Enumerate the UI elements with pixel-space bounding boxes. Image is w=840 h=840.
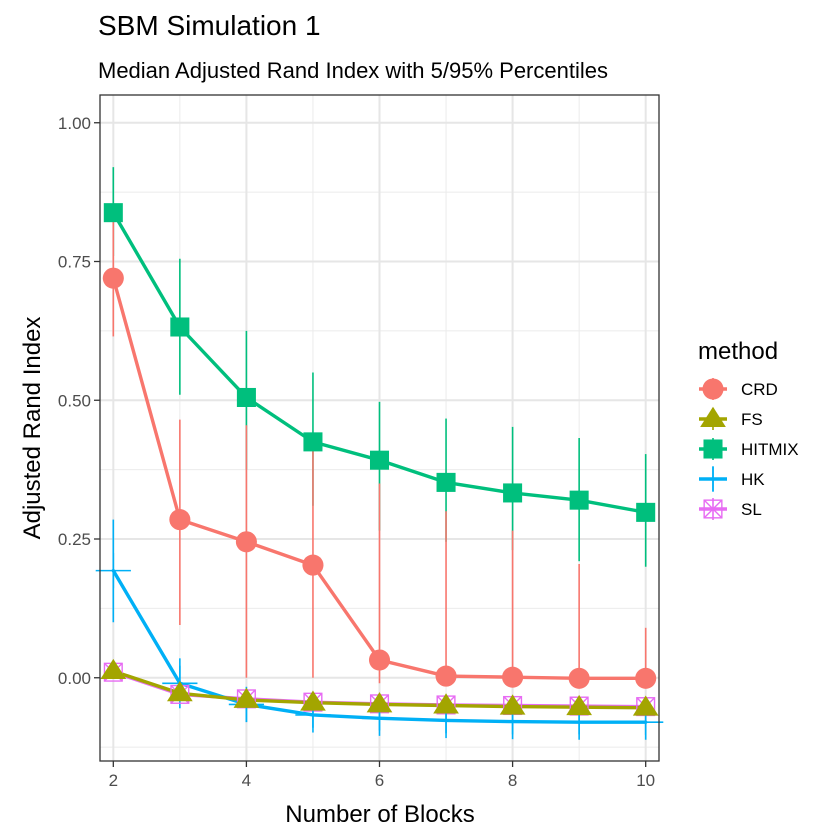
hitmix-point	[369, 450, 390, 470]
legend-sl-symbol-box	[703, 499, 723, 519]
hk-point	[95, 553, 131, 589]
legend-hk-symbol	[700, 466, 726, 492]
legend-crd-label: CRD	[741, 380, 778, 399]
hitmix-point	[236, 387, 256, 407]
y-axis-title: Adjusted Rand Index	[19, 317, 46, 540]
y-axis-ticks: 0.00 0.25 0.50 0.75 1.00	[58, 114, 100, 688]
y-tick-label: 0.25	[58, 530, 91, 549]
fs-point	[499, 694, 526, 715]
crd-point	[435, 665, 457, 687]
crd-point	[568, 667, 590, 689]
hitmix-point	[170, 317, 190, 337]
fs-point	[167, 681, 193, 702]
x-tick-label: 6	[375, 771, 384, 790]
crd-point	[102, 267, 124, 289]
fs-point	[366, 692, 393, 713]
hitmix-point	[103, 203, 123, 223]
crd-point	[502, 666, 524, 688]
x-tick-label: 4	[242, 771, 251, 790]
fs-point	[100, 658, 127, 680]
legend-sl-symbol-d2	[703, 499, 723, 519]
hitmix-point	[569, 490, 589, 510]
fs-point	[566, 694, 592, 716]
hitmix-point	[436, 472, 456, 492]
x-axis-ticks: 2 4 6 8 10	[109, 761, 655, 790]
legend-sl-symbol	[703, 499, 723, 519]
crd-point	[635, 667, 657, 689]
fs-point	[300, 690, 326, 711]
legend-crd-symbol	[702, 378, 724, 400]
legend-title: method	[698, 338, 778, 365]
chart-subtitle: Median Adjusted Rand Index with 5/95% Pe…	[98, 58, 608, 83]
y-tick-label: 0.00	[58, 669, 91, 688]
fs-point	[632, 695, 659, 716]
legend: method CRD FS HITMIX HK SL	[698, 338, 799, 520]
crd-point	[169, 509, 191, 531]
legend-hitmix-symbol	[703, 439, 723, 459]
x-axis-title: Number of Blocks	[285, 801, 474, 828]
fs-point	[433, 693, 459, 714]
crd-point	[235, 531, 257, 553]
x-tick-label: 2	[109, 771, 118, 790]
legend-hk-label: HK	[741, 470, 765, 489]
y-tick-label: 1.00	[58, 114, 91, 133]
x-tick-label: 8	[508, 771, 517, 790]
y-tick-label: 0.50	[58, 391, 91, 410]
hitmix-point	[636, 502, 656, 522]
x-tick-label: 10	[636, 771, 655, 790]
fs-point	[233, 687, 260, 708]
legend-fs-symbol	[700, 406, 726, 427]
chart-title: SBM Simulation 1	[98, 10, 321, 41]
legend-fs-label: FS	[741, 410, 763, 429]
y-tick-label: 0.75	[58, 253, 91, 272]
hitmix-point	[503, 483, 523, 503]
legend-hitmix-label: HITMIX	[741, 440, 799, 459]
hitmix-point	[303, 432, 323, 452]
series-points	[95, 203, 664, 740]
crd-point	[302, 554, 324, 576]
crd-point	[368, 649, 391, 671]
legend-sl-label: SL	[741, 500, 762, 519]
